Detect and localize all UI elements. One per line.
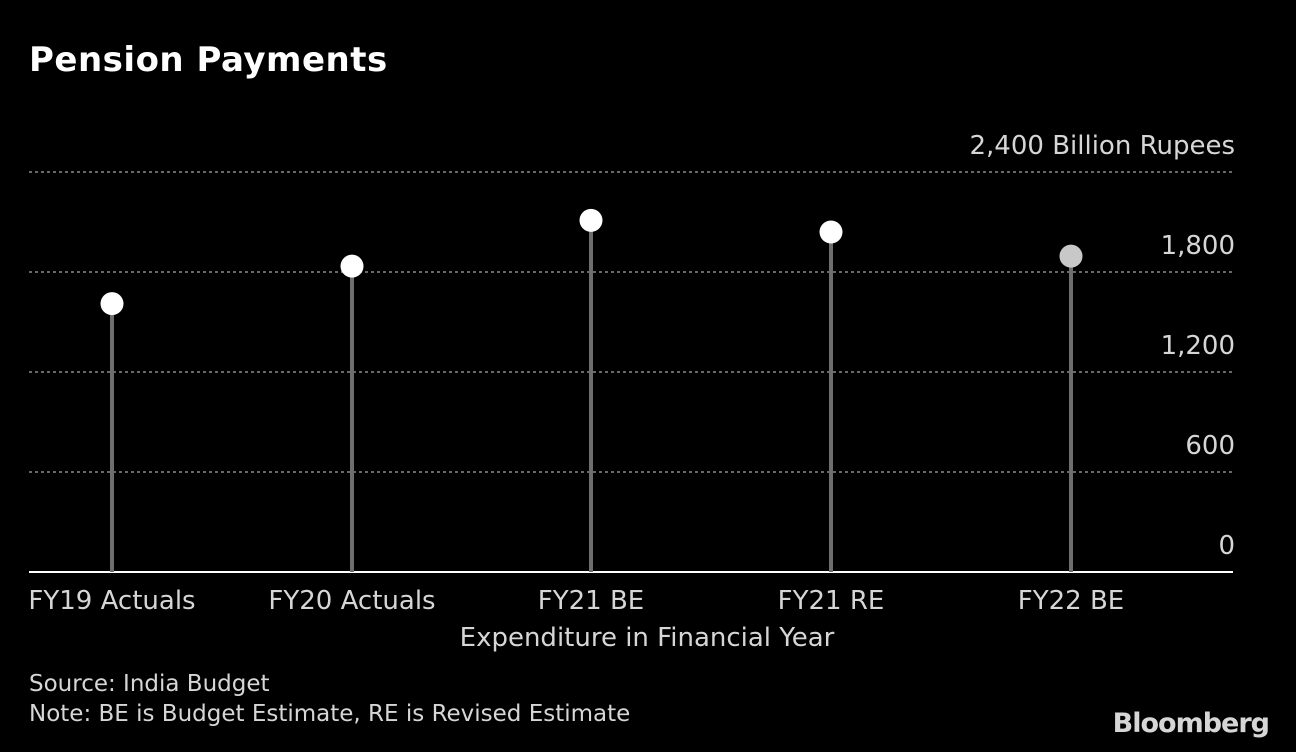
x-tick-label: FY21 BE [538,586,644,616]
data-point [579,208,603,232]
x-tick-label: FY19 Actuals [28,586,195,616]
bloomberg-logo: Bloomberg [1112,708,1270,739]
footnote: Note: BE is Budget Estimate, RE is Revis… [29,701,631,727]
x-tick-label: FY20 Actuals [268,586,435,616]
data-points [100,208,1083,316]
data-point [1059,244,1083,268]
y-tick-label: 1,200 [1161,331,1235,361]
x-axis-label: Expenditure in Financial Year [460,623,835,653]
source-note: Source: India Budget [29,671,270,697]
data-point [819,220,843,244]
chart-title: Pension Payments [29,40,388,80]
x-tick-label: FY22 BE [1018,586,1124,616]
x-tick-label: FY21 RE [778,586,885,616]
y-tick-label: 2,400 Billion Rupees [970,131,1236,161]
stems [110,220,1073,572]
x-axis-categories: FY19 Actuals FY20 Actuals FY21 BE FY21 RE FY… [28,586,1124,616]
y-tick-label: 600 [1185,431,1235,461]
data-point [100,292,124,316]
gridlines [29,171,1233,473]
y-axis-ticks: 0 600 1,200 1,800 2,400 Billion Rupees [970,131,1236,561]
data-point [340,254,364,278]
y-tick-label: 1,800 [1161,231,1235,261]
y-tick-label: 0 [1218,531,1235,561]
